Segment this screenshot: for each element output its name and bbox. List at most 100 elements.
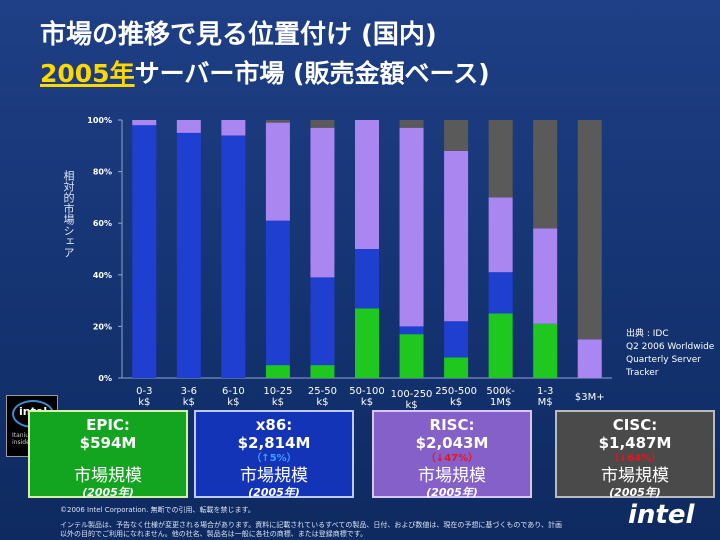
bar-segment — [488, 313, 513, 378]
bar-segment — [355, 308, 379, 378]
bar-segment — [533, 228, 558, 324]
y-tick-label: 60% — [93, 219, 112, 228]
box-value: $594M — [79, 434, 137, 452]
box-change: （↓64%） — [608, 453, 662, 464]
bar-segment — [355, 249, 379, 309]
y-tick-label: 80% — [93, 168, 112, 177]
x-tick-label: 6-10 — [222, 386, 245, 397]
title-line-2: 2005年サーバー市場 (販売金額ベース) — [40, 54, 490, 90]
bar-segment — [399, 120, 424, 128]
bar-segment — [444, 150, 469, 322]
x-tick-label: 3-6 — [181, 386, 197, 397]
bar-segment — [533, 323, 558, 378]
box-label: 市場規模 — [418, 466, 486, 486]
title-line-1: 市場の推移で見る位置付け (国内) — [40, 20, 437, 50]
y-axis-label: 相対的市場シェア — [62, 170, 75, 258]
y-tick-label: 40% — [93, 271, 112, 280]
bar-segment — [488, 197, 513, 273]
box-segment: EPIC: — [86, 416, 130, 434]
bar-segment — [132, 125, 157, 378]
box-segment: CISC: — [612, 416, 658, 434]
bar-segment — [310, 127, 335, 278]
risc-market-box: RISC: $2,043M （↓47%） 市場規模 (2005年) — [372, 410, 532, 499]
box-value: $2,814M — [237, 434, 311, 452]
bar-segment — [577, 339, 602, 378]
bar-segment — [176, 132, 201, 378]
box-change: （↑5%） — [251, 453, 297, 464]
cisc-market-box: CISC: $1,487M （↓64%） 市場規模 (2005年) — [555, 410, 715, 499]
x-tick-label: 100-250 — [391, 389, 433, 400]
x-tick-label: 1M$ — [490, 397, 511, 408]
y-tick-label: 100% — [87, 116, 112, 125]
y-tick-label: 20% — [93, 322, 112, 331]
bar-segment — [310, 365, 335, 378]
box-segment: x86: — [255, 416, 293, 434]
x-tick-label: 25-50 — [308, 386, 337, 397]
intel-logo: intel — [628, 500, 695, 530]
bar-segment — [265, 220, 290, 366]
x-tick-label: 500k- — [486, 386, 515, 397]
bar-segment — [577, 120, 602, 340]
x-tick-label: k$ — [316, 397, 328, 408]
source-line: Q2 2006 Worldwide — [626, 342, 715, 352]
bar-segment — [444, 321, 469, 358]
box-label: 市場規模 — [240, 466, 308, 486]
box-year: (2005年) — [609, 486, 661, 499]
box-segment: RISC: — [429, 416, 475, 434]
box-year: (2005年) — [426, 486, 478, 499]
bar-segment — [355, 120, 379, 249]
bar-segment — [488, 272, 513, 314]
x-tick-label: 50-100 — [349, 386, 384, 397]
source-line: Tracker — [626, 368, 659, 378]
box-value: $1,487M — [598, 434, 672, 452]
x-tick-label: k$ — [450, 397, 462, 408]
x-tick-label: k$ — [183, 397, 195, 408]
footer-disclaimer-1: インテル製品は、予告なく仕様が変更される場合があります。資料に記載されているすべ… — [60, 521, 562, 529]
bar-segment — [310, 120, 335, 128]
box-year: (2005年) — [248, 486, 300, 499]
x-tick-label: $3M+ — [575, 392, 605, 403]
box-label: 市場規模 — [601, 466, 669, 486]
x-tick-label: k$ — [361, 397, 373, 408]
title-year: 2005年 — [40, 59, 135, 88]
box-label: 市場規模 — [74, 466, 142, 486]
bar-segment — [310, 277, 335, 366]
x-tick-label: k$ — [227, 397, 239, 408]
logo-product: Itanium 2 inside — [12, 432, 41, 446]
title-rest: サーバー市場 (販売金額ベース) — [134, 59, 490, 88]
bar-segment — [399, 127, 424, 327]
bar-segment — [132, 120, 157, 126]
x-tick-label: k$ — [272, 397, 284, 408]
bar-segment — [488, 120, 513, 198]
footer-disclaimer-2: 以外の目的でご利用になれません。他の社名、製品名は一般に各社の商標、または登録商… — [60, 530, 368, 538]
box-year: (2005年) — [82, 486, 134, 499]
source-line: 出典 : IDC — [626, 329, 669, 339]
y-tick-label: 0% — [98, 374, 112, 383]
bar-segment — [444, 357, 469, 378]
bar-segment — [265, 365, 290, 378]
x-tick-label: 10-25 — [263, 386, 292, 397]
bar-segment — [265, 122, 290, 221]
bar-segment — [176, 120, 201, 133]
bar-segment — [399, 334, 424, 378]
bar-segment — [265, 120, 290, 123]
source-line: Quarterly Server — [626, 355, 701, 365]
footer-copyright: ©2006 Intel Corporation. 無断での引用、転載を禁じます。 — [60, 506, 255, 514]
bar-segment — [444, 120, 469, 151]
x86-market-box: x86: $2,814M （↑5%） 市場規模 (2005年) — [194, 410, 354, 499]
bar-segment — [399, 326, 424, 335]
x-tick-label: k$ — [138, 397, 150, 408]
x-tick-label: 250-500 — [435, 386, 477, 397]
bar-segment — [221, 120, 246, 136]
x-tick-label: k$ — [405, 400, 417, 411]
x-tick-label: 0-3 — [136, 386, 152, 397]
source-note: 出典 : IDC Q2 2006 Worldwide Quarterly Ser… — [626, 328, 714, 380]
bar-segment — [533, 120, 558, 229]
box-change — [30, 452, 186, 466]
box-value: $2,043M — [415, 434, 489, 452]
bar-segment — [221, 135, 246, 378]
x-tick-label: M$ — [538, 397, 553, 408]
box-change: （↓47%） — [425, 453, 479, 464]
x-tick-label: 1-3 — [537, 386, 553, 397]
